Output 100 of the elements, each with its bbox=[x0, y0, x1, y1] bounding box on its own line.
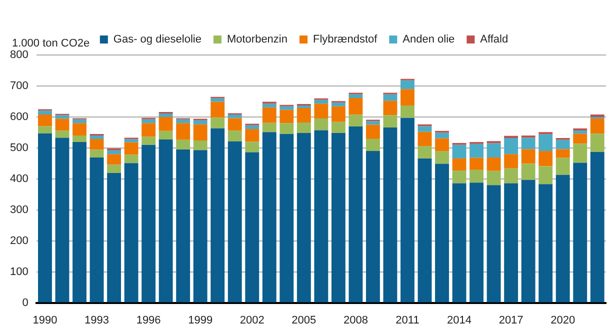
bar bbox=[280, 134, 294, 302]
bar bbox=[158, 140, 173, 302]
bar bbox=[400, 89, 414, 106]
bar bbox=[107, 173, 121, 302]
bar bbox=[38, 114, 52, 126]
bar bbox=[538, 184, 553, 302]
bar bbox=[400, 105, 414, 118]
x-tick-label: 1996 bbox=[136, 314, 161, 326]
bar bbox=[504, 183, 518, 302]
bar bbox=[418, 146, 432, 158]
bar bbox=[107, 154, 121, 165]
legend-label: Flybrændstof bbox=[312, 34, 378, 46]
bar bbox=[158, 116, 173, 131]
bar bbox=[590, 152, 604, 302]
bar bbox=[314, 118, 328, 130]
bar bbox=[486, 158, 501, 171]
bar bbox=[470, 170, 484, 183]
bar bbox=[521, 180, 536, 302]
bar bbox=[418, 132, 432, 146]
bar bbox=[158, 130, 173, 140]
bar bbox=[470, 158, 484, 170]
bar bbox=[383, 100, 398, 116]
bar bbox=[193, 120, 208, 124]
bar bbox=[124, 163, 138, 302]
bar bbox=[124, 139, 138, 142]
bar bbox=[210, 98, 225, 102]
bar bbox=[590, 118, 604, 134]
bar bbox=[452, 158, 466, 171]
bar bbox=[193, 124, 208, 140]
bar bbox=[55, 115, 70, 119]
bar bbox=[573, 162, 588, 302]
y-tick-label: 100 bbox=[10, 266, 28, 278]
bar bbox=[331, 106, 346, 122]
bar bbox=[556, 140, 570, 150]
bar bbox=[38, 110, 52, 114]
bar bbox=[521, 164, 536, 180]
x-tick-label: 1990 bbox=[32, 314, 58, 326]
bar bbox=[470, 182, 484, 302]
bar bbox=[176, 119, 190, 124]
y-tick-label: 0 bbox=[22, 296, 28, 309]
bar bbox=[142, 144, 156, 302]
bar bbox=[314, 130, 328, 302]
bar bbox=[573, 130, 588, 134]
bar bbox=[470, 144, 484, 158]
bar bbox=[383, 94, 398, 101]
bar bbox=[193, 150, 208, 302]
x-tick-label: 1993 bbox=[84, 314, 110, 326]
bar bbox=[348, 126, 363, 302]
bar bbox=[538, 166, 553, 184]
bar bbox=[193, 140, 208, 150]
bar bbox=[556, 149, 570, 158]
bar bbox=[296, 133, 311, 302]
bar bbox=[245, 129, 260, 142]
bar bbox=[366, 151, 380, 302]
bar bbox=[245, 125, 260, 130]
bar bbox=[348, 98, 363, 115]
bar bbox=[556, 158, 570, 175]
bar bbox=[331, 102, 346, 106]
bar bbox=[538, 134, 553, 152]
bar bbox=[142, 119, 156, 124]
bar bbox=[90, 136, 104, 139]
bar bbox=[435, 138, 449, 152]
bar bbox=[314, 100, 328, 104]
bar bbox=[435, 132, 449, 138]
bar bbox=[504, 138, 518, 154]
bar bbox=[296, 108, 311, 123]
bar bbox=[72, 136, 86, 142]
bar bbox=[435, 164, 449, 302]
bar bbox=[538, 151, 553, 166]
bar bbox=[504, 154, 518, 168]
bar bbox=[348, 114, 363, 127]
bar bbox=[331, 122, 346, 134]
bar bbox=[486, 143, 501, 158]
x-tick-label: 2005 bbox=[292, 314, 316, 326]
bar bbox=[107, 150, 121, 154]
y-axis-title: 1.000 ton CO2e bbox=[12, 38, 90, 50]
bar bbox=[383, 115, 398, 128]
bar bbox=[90, 150, 104, 158]
x-tick-label: 2008 bbox=[343, 314, 368, 326]
bar bbox=[418, 158, 432, 302]
x-tick-label: 2017 bbox=[498, 314, 524, 326]
bar bbox=[262, 122, 276, 132]
bar bbox=[435, 151, 449, 164]
bar bbox=[348, 94, 363, 98]
bar bbox=[573, 128, 588, 131]
bar bbox=[296, 122, 311, 134]
x-tick-label: 2014 bbox=[447, 314, 472, 326]
bar bbox=[573, 134, 588, 144]
bar bbox=[452, 144, 466, 158]
bar bbox=[245, 142, 260, 152]
bar bbox=[90, 138, 104, 150]
legend-label: Anden olie bbox=[402, 34, 455, 46]
bar bbox=[228, 114, 242, 118]
bar bbox=[55, 138, 70, 302]
bar bbox=[590, 134, 604, 152]
x-tick-label: 1999 bbox=[188, 314, 213, 326]
bar bbox=[486, 185, 501, 302]
legend-label: Motorbenzin bbox=[226, 34, 288, 46]
bar bbox=[90, 158, 104, 302]
bar bbox=[418, 126, 432, 132]
